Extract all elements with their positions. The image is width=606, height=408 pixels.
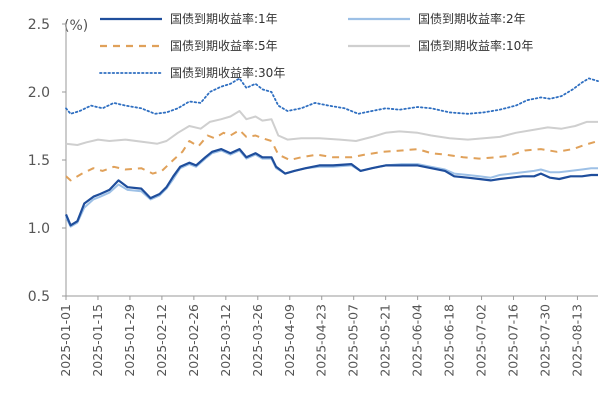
x-tick-labels: 2025-01-01 2025-01-15 2025-01-29 2025-02-12…	[58, 296, 584, 377]
x-tick-label: 2025-05-21	[378, 304, 393, 377]
x-tick-label: 2025-04-23	[314, 304, 329, 377]
x-tick-label: 2025-02-26	[186, 304, 201, 377]
series-line-2	[65, 149, 598, 228]
x-tick-label: 2025-07-30	[537, 304, 552, 377]
x-tick-label: 2025-08-13	[569, 304, 584, 377]
y-axis-unit: (%)	[64, 18, 88, 34]
legend-label: 国债到期收益率:10年	[418, 38, 533, 53]
x-tick-label: 2025-04-09	[282, 304, 297, 377]
series-line-5	[65, 77, 599, 115]
series-line-1	[64, 148, 598, 227]
y-tick-label: 1.0	[28, 221, 50, 237]
legend-label: 国债到期收益率:1年	[170, 11, 278, 26]
x-tick-label: 2025-01-15	[90, 304, 105, 377]
x-tick-label: 2025-07-16	[506, 304, 521, 377]
x-tick-label: 2025-06-18	[442, 304, 457, 377]
x-tick-label: 2025-06-04	[410, 304, 425, 377]
y-tick-labels: 0.5 1.0 1.5 2.0 2.5	[28, 17, 66, 305]
legend-label: 国债到期收益率:2年	[418, 11, 526, 26]
y-tick-label: 0.5	[28, 289, 50, 305]
series-line-3	[65, 129, 599, 182]
y-tick-label: 1.5	[28, 153, 50, 169]
x-tick-label: 2025-03-12	[218, 304, 233, 377]
x-tick-label: 2025-01-01	[58, 304, 73, 377]
legend-label: 国债到期收益率:5年	[170, 38, 278, 53]
legend-label: 国债到期收益率:30年	[170, 65, 285, 80]
x-tick-label: 2025-01-29	[122, 304, 137, 377]
x-tick-label: 2025-02-12	[154, 304, 169, 377]
series-lines	[64, 77, 599, 228]
series-line-4	[65, 110, 598, 146]
x-tick-label: 2025-03-26	[250, 304, 265, 377]
x-tick-label: 2025-05-07	[346, 304, 361, 377]
x-tick-label: 2025-07-02	[474, 304, 489, 377]
y-tick-label: 2.5	[28, 17, 50, 33]
y-tick-label: 2.0	[28, 85, 50, 101]
